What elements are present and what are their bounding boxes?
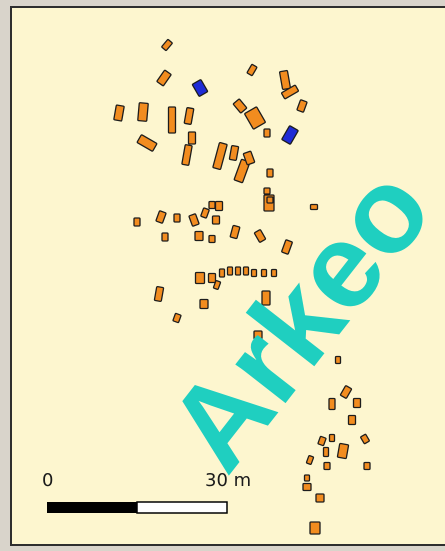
building-footprint [208, 234, 216, 244]
building-footprint [242, 266, 250, 276]
building-footprint [263, 187, 271, 195]
building-footprint [347, 414, 357, 426]
building-footprint [232, 98, 248, 114]
building-footprint [339, 385, 353, 399]
scale-bar-white-segment [136, 501, 228, 514]
watermark: Arkeo [142, 143, 445, 494]
scale-bar-label-end: 30 m [205, 470, 251, 491]
building-footprint-highlighted [281, 125, 299, 145]
building-footprint [183, 107, 195, 125]
building-footprint [315, 493, 325, 503]
building-footprint [246, 63, 258, 77]
building-footprint [199, 298, 209, 310]
building-footprint [328, 433, 336, 443]
building-footprint [363, 461, 371, 471]
watermark-text: Arkeo [142, 143, 445, 494]
building-footprint-highlighted [191, 79, 209, 97]
building-footprint [281, 84, 299, 100]
building-footprint [296, 99, 308, 113]
building-footprint [214, 200, 224, 212]
building-footprint [229, 224, 241, 240]
building-footprint [188, 213, 200, 227]
building-footprint [336, 442, 350, 460]
building-footprint [113, 104, 125, 122]
building-footprint [218, 268, 226, 278]
building-footprint [253, 330, 263, 340]
building-footprint [309, 521, 321, 535]
buildings-layer [113, 39, 371, 535]
building-footprint [244, 106, 266, 130]
building-footprint [194, 230, 204, 242]
building-footprint [208, 200, 216, 210]
building-footprint [322, 446, 330, 458]
building-footprint [194, 271, 206, 285]
building-footprint [153, 286, 165, 302]
building-footprint [323, 461, 331, 471]
building-footprint [317, 435, 327, 447]
map-canvas[interactable]: Arkeo 0 30 m [10, 6, 445, 546]
building-footprint [360, 433, 370, 445]
building-footprint [309, 203, 319, 211]
building-footprint [156, 69, 172, 87]
building-footprint [155, 210, 167, 224]
building-footprint [181, 144, 193, 166]
map-svg: Arkeo 0 30 m [42, 39, 445, 535]
building-footprint [207, 272, 217, 284]
building-footprint [200, 207, 210, 219]
building-footprint [172, 312, 182, 324]
building-footprint [242, 150, 256, 166]
building-footprint [253, 229, 267, 243]
scale-bar-black-segment [47, 502, 137, 513]
building-footprint [211, 215, 221, 225]
building-footprint [328, 397, 336, 411]
building-footprint [212, 141, 228, 171]
building-footprint [281, 239, 293, 255]
scale-bar: 0 30 m [42, 470, 251, 514]
building-footprint [260, 268, 268, 278]
building-footprint [137, 102, 149, 122]
building-footprint [302, 482, 312, 492]
building-footprint [226, 266, 234, 276]
building-footprint [228, 145, 240, 161]
building-footprint [261, 290, 271, 306]
building-footprint [161, 39, 173, 51]
building-footprint [187, 131, 197, 145]
building-footprint [212, 280, 222, 290]
building-footprint [266, 196, 274, 204]
building-footprint [250, 268, 258, 278]
building-footprint [303, 474, 311, 482]
building-footprint [352, 397, 362, 409]
building-footprint [263, 128, 271, 138]
building-footprint [334, 355, 342, 365]
building-footprint [266, 168, 274, 178]
building-footprint [279, 69, 291, 91]
building-footprint [136, 134, 158, 152]
building-footprint [167, 106, 177, 134]
building-footprint [173, 213, 181, 223]
scale-bar-label-start: 0 [42, 470, 53, 491]
building-footprint [270, 268, 278, 278]
building-footprint [305, 455, 315, 465]
building-footprint [133, 217, 141, 227]
building-footprint [234, 266, 242, 276]
building-footprint [161, 232, 169, 242]
